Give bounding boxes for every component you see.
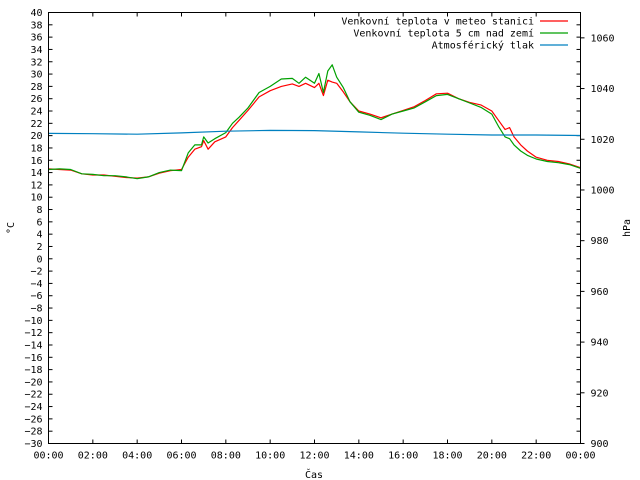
left-tick-label: −14 [24, 340, 42, 351]
y-axis-label-left: °C [6, 222, 17, 234]
x-tick-label: 16:00 [388, 451, 418, 462]
left-tick-label: 24 [30, 107, 42, 118]
right-tick-label: 960 [591, 287, 609, 298]
left-tick-label: 34 [30, 45, 42, 56]
left-tick-label: 18 [30, 143, 42, 154]
series-line-3 [48, 129, 581, 137]
right-tick-label: 1060 [591, 33, 615, 44]
left-tick-label: 40 [30, 8, 42, 19]
legend: Venkovní teplota v meteo staniciVenkovní… [341, 16, 568, 52]
left-tick-label: −30 [24, 439, 42, 450]
x-tick-label: 06:00 [166, 451, 196, 462]
left-tick-label: 32 [30, 57, 42, 68]
y-axis-label-right: hPa [622, 219, 633, 237]
right-tick-label: 1000 [591, 185, 615, 196]
x-tick-label: 04:00 [122, 451, 152, 462]
left-tick-label: −16 [24, 353, 42, 364]
legend-label: Venkovní teplota 5 cm nad zemí [353, 28, 534, 40]
left-tick-label: −22 [24, 390, 42, 401]
right-tick-label: 940 [591, 338, 609, 349]
left-tick-label: −12 [24, 328, 42, 339]
left-tick-label: −8 [30, 304, 42, 315]
right-tick-label: 900 [591, 439, 609, 450]
left-tick-label: −28 [24, 427, 42, 438]
left-tick-label: 4 [36, 230, 42, 241]
x-tick-label: 00:00 [565, 451, 595, 462]
series-lines [48, 64, 581, 180]
right-tick-label: 1020 [591, 135, 615, 146]
left-tick-label: −24 [24, 402, 42, 413]
left-tick-label: −18 [24, 365, 42, 376]
left-tick-label: −10 [24, 316, 42, 327]
left-tick-label: 20 [30, 131, 42, 142]
x-tick-label: 22:00 [521, 451, 551, 462]
right-axis-ticks: 900 920 940 960 980 1000 1020 1040 1060 [580, 33, 615, 450]
x-tick-label: 14:00 [344, 451, 374, 462]
left-tick-label: −20 [24, 377, 42, 388]
left-tick-label: 10 [30, 193, 42, 204]
left-tick-label: −26 [24, 414, 42, 425]
left-tick-label: 14 [30, 168, 42, 179]
right-tick-label: 980 [591, 236, 609, 247]
left-tick-label: 8 [36, 205, 42, 216]
left-tick-label: 12 [30, 180, 42, 191]
x-tick-label: 12:00 [299, 451, 329, 462]
plot-frame [48, 12, 581, 444]
left-tick-label: −2 [30, 267, 42, 278]
right-tick-label: 1040 [591, 84, 615, 95]
x-tick-label: 00:00 [33, 451, 63, 462]
left-tick-label: −4 [30, 279, 42, 290]
left-tick-label: 22 [30, 119, 42, 130]
x-tick-label: 08:00 [211, 451, 241, 462]
x-axis-ticks: 00:00 02:00 04:00 06:00 08:00 10:00 12:00 14:00… [33, 12, 596, 462]
left-tick-label: 16 [30, 156, 42, 167]
left-tick-label: 2 [36, 242, 42, 253]
x-tick-label: 20:00 [477, 451, 507, 462]
left-tick-label: 30 [30, 70, 42, 81]
left-axis-ticks: −30−28−26−24−22−20−18−16−14−12−10−8−6−4−… [24, 8, 581, 450]
series-line-2 [48, 64, 581, 180]
legend-label: Atmosférický tlak [432, 40, 534, 52]
right-tick-label: 920 [591, 388, 609, 399]
left-tick-label: 6 [36, 217, 42, 228]
legend-label: Venkovní teplota v meteo stanici [341, 16, 534, 28]
left-tick-label: 38 [30, 20, 42, 31]
x-tick-label: 18:00 [432, 451, 462, 462]
left-tick-label: 0 [36, 254, 42, 265]
left-tick-label: 26 [30, 94, 42, 105]
x-axis-label: Čas [305, 468, 323, 480]
x-tick-label: 10:00 [255, 451, 285, 462]
left-tick-label: −6 [30, 291, 42, 302]
x-tick-label: 02:00 [78, 451, 108, 462]
left-tick-label: 28 [30, 82, 42, 93]
left-tick-label: 36 [30, 33, 42, 44]
